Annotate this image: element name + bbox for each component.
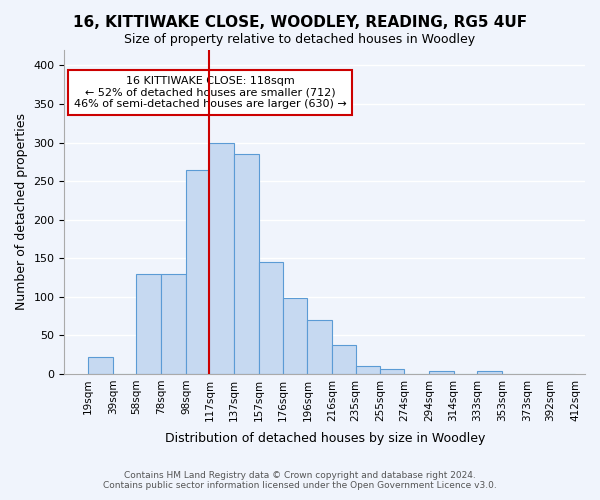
Bar bbox=[88, 357, 113, 374]
Bar bbox=[234, 154, 259, 374]
Bar bbox=[186, 170, 209, 374]
Bar bbox=[307, 320, 332, 374]
Bar bbox=[380, 370, 404, 374]
Bar bbox=[332, 346, 356, 374]
Bar bbox=[136, 274, 161, 374]
Bar bbox=[477, 371, 502, 374]
Text: Contains HM Land Registry data © Crown copyright and database right 2024.
Contai: Contains HM Land Registry data © Crown c… bbox=[103, 470, 497, 490]
Bar bbox=[209, 142, 234, 374]
Y-axis label: Number of detached properties: Number of detached properties bbox=[15, 114, 28, 310]
Text: 16 KITTIWAKE CLOSE: 118sqm
← 52% of detached houses are smaller (712)
46% of sem: 16 KITTIWAKE CLOSE: 118sqm ← 52% of deta… bbox=[74, 76, 347, 109]
Text: Size of property relative to detached houses in Woodley: Size of property relative to detached ho… bbox=[124, 32, 476, 46]
Bar bbox=[356, 366, 380, 374]
Bar bbox=[283, 298, 307, 374]
X-axis label: Distribution of detached houses by size in Woodley: Distribution of detached houses by size … bbox=[164, 432, 485, 445]
Bar bbox=[161, 274, 186, 374]
Bar bbox=[259, 262, 283, 374]
Text: 16, KITTIWAKE CLOSE, WOODLEY, READING, RG5 4UF: 16, KITTIWAKE CLOSE, WOODLEY, READING, R… bbox=[73, 15, 527, 30]
Bar bbox=[429, 371, 454, 374]
